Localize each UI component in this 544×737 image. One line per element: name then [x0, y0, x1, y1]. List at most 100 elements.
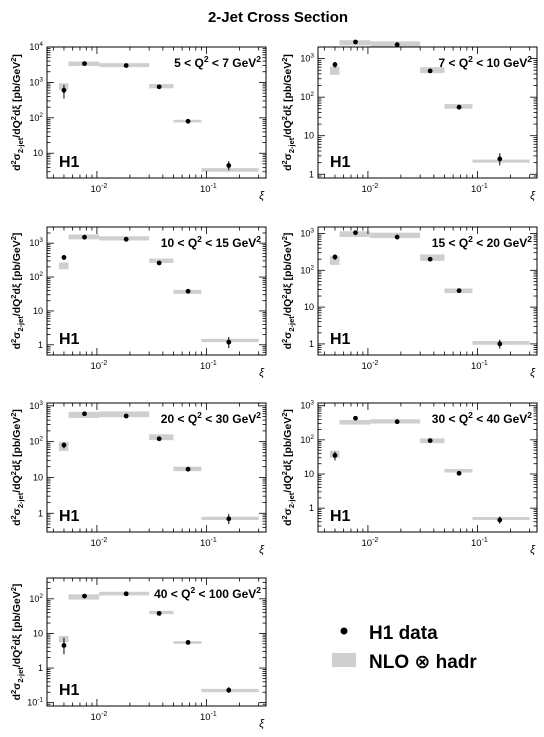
q2-sup: 2 [190, 585, 195, 595]
y-label-sigma: σ [11, 683, 23, 690]
y-tick-label: 103 [29, 76, 43, 87]
x-tick-label: 10-2 [362, 360, 379, 372]
x-tick-label: 10-1 [200, 183, 217, 195]
x-tick-label-base: 10 [200, 538, 211, 549]
x-axis-label: ξ [259, 718, 265, 730]
plot-frame [46, 46, 267, 179]
legend: H1 data NLO ⊗ hadr [332, 623, 477, 673]
x-tick-label-exp: -2 [372, 537, 378, 544]
y-label-sub: 2-jet [287, 316, 296, 332]
y-tick-label-exp: 2 [310, 91, 314, 98]
h1-label: H1 [330, 154, 351, 171]
y-tick-label-base: 10 [29, 42, 39, 52]
x-tick-label-base: 10 [91, 712, 102, 723]
y-label-d: d [282, 164, 294, 170]
y-tick-label-exp: 3 [39, 76, 43, 83]
y-label-sup: 2 [280, 471, 289, 475]
data-point [156, 84, 162, 90]
data-point [497, 517, 503, 523]
y-label-close: ] [282, 233, 294, 237]
y-tick-label: 102 [29, 436, 43, 447]
nlo-band [420, 254, 445, 261]
nlo-band [329, 66, 340, 75]
nlo-band [472, 159, 530, 163]
legend-data-marker [340, 627, 348, 635]
y-tick-label: 102 [300, 91, 314, 102]
q2-sup: 2 [197, 234, 202, 244]
x-tick-label-base: 10 [362, 538, 373, 549]
data-point [332, 453, 338, 458]
y-label-slash: /dQ [282, 120, 294, 138]
q2-part: 30 < Q [432, 412, 468, 426]
data-point [226, 687, 232, 693]
y-tick-label-base: 10 [304, 469, 314, 479]
nlo-band [58, 262, 69, 270]
q2-part: 5 < Q [174, 56, 204, 70]
data-point [497, 341, 503, 347]
x-tick-label-exp: -1 [211, 360, 217, 367]
data-point [156, 260, 162, 266]
q2-range-label: 20 < Q2 < 30 GeV2 [161, 410, 261, 426]
q2-sup: 2 [527, 54, 532, 64]
q2-part: < 20 GeV [473, 236, 527, 250]
data-point [456, 470, 462, 476]
x-tick-label-exp: -2 [101, 711, 107, 718]
y-label-sigma: σ [11, 332, 23, 339]
y-label-sigma: σ [282, 153, 294, 160]
y-tick-label: 103 [300, 227, 314, 238]
h1-label: H1 [59, 682, 80, 699]
y-tick-label: 1 [38, 508, 43, 518]
y-axis-label: d2σ2-jet/dQ2dξ [pb/GeV2] [280, 54, 296, 171]
x-tick-label: 10-2 [91, 537, 108, 549]
q2-sup: 2 [527, 410, 532, 420]
y-tick-label: 10 [33, 148, 43, 158]
x-tick-label-base: 10 [200, 361, 211, 372]
data-point [61, 255, 67, 260]
y-label-slash: /dQ [282, 299, 294, 317]
y-tick-label: 1 [309, 503, 314, 513]
y-tick-label-exp: 3 [310, 227, 314, 234]
data-point [332, 62, 338, 67]
x-tick-label: 10-1 [471, 183, 488, 195]
y-label-sup: 2 [9, 646, 18, 650]
y-tick-label-exp: 2 [39, 271, 43, 278]
data-point [82, 234, 87, 240]
y-tick-label-exp: 2 [310, 264, 314, 271]
nlo-band [99, 411, 150, 418]
x-tick-label-exp: -1 [482, 360, 488, 367]
x-tick-label-exp: -1 [482, 537, 488, 544]
x-tick-label-exp: -2 [372, 183, 378, 190]
y-tick-label: 102 [29, 112, 43, 123]
y-axis-label: d2σ2-jet/dQ2dξ [pb/GeV2] [9, 233, 25, 350]
y-label-sup: 2 [280, 339, 289, 343]
y-tick-label: 103 [29, 400, 43, 411]
y-label-dxi: dξ [11, 105, 23, 116]
x-tick-label: 10-2 [362, 183, 379, 195]
y-tick-label-base: 10 [29, 77, 39, 87]
y-label-sup: 2 [280, 160, 289, 164]
y-label-sub: 2-jet [16, 316, 25, 332]
x-tick-label-base: 10 [91, 538, 102, 549]
y-tick-label: 10 [304, 131, 314, 141]
x-tick-label-exp: -1 [211, 711, 217, 718]
y-tick-label-base: 10 [27, 698, 37, 708]
legend-theory-marker [332, 653, 356, 667]
q2-sup: 2 [256, 54, 261, 64]
x-tick-label-base: 10 [200, 184, 211, 195]
x-tick-label-exp: -1 [482, 183, 488, 190]
x-tick-label-base: 10 [471, 361, 482, 372]
y-axis-label: d2σ2-jet/dQ2dξ [pb/GeV2] [9, 409, 25, 526]
q2-range-label: 30 < Q2 < 40 GeV2 [432, 410, 532, 426]
y-label-unit: [pb/GeV [282, 240, 294, 283]
y-tick-label-base: 10 [33, 306, 43, 316]
data-point [427, 438, 433, 444]
y-label-sup: 2 [280, 58, 289, 62]
y-tick-label-base: 10 [33, 148, 43, 158]
y-label-sub: 2-jet [287, 492, 296, 508]
nlo-band [149, 258, 174, 263]
data-point [332, 254, 338, 260]
y-label-sigma: σ [11, 153, 23, 160]
y-tick-label: 103 [300, 53, 314, 64]
